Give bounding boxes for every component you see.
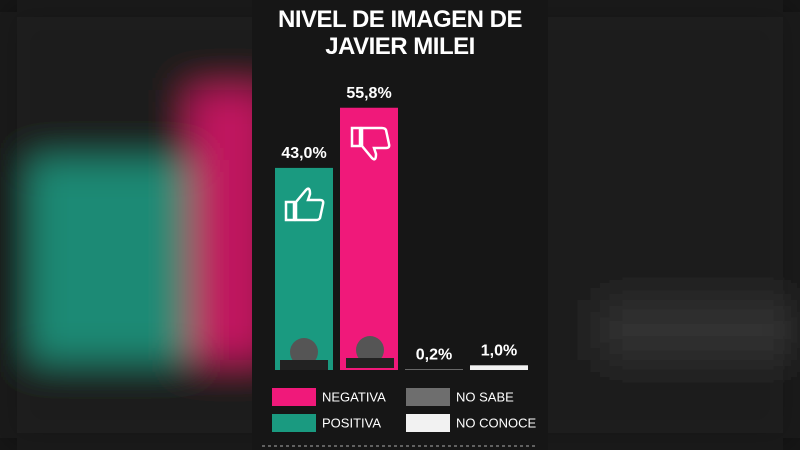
legend-label: POSITIVA: [322, 415, 381, 430]
value-label: 55,8%: [346, 85, 391, 102]
photo: [290, 338, 318, 366]
value-label: 0,2%: [416, 346, 452, 363]
legend-swatch: [272, 414, 316, 432]
thumb-icon: [350, 126, 391, 161]
thumb-icon: [284, 187, 325, 222]
value-label: 1,0%: [481, 343, 517, 360]
bar: [405, 369, 463, 370]
photo-body: [346, 358, 394, 368]
legend-label: NEGATIVA: [322, 389, 386, 404]
bar: [340, 107, 398, 371]
legend-swatch: [406, 388, 450, 406]
bar: [470, 365, 528, 370]
photo: [356, 336, 384, 364]
chart-title: NIVEL DE IMAGEN DE JAVIER MILEI: [278, 6, 522, 60]
legend-swatch: [406, 414, 450, 432]
value-label: 43,0%: [281, 145, 326, 162]
legend-label: NO CONOCE: [456, 415, 537, 430]
legend-swatch: [272, 388, 316, 406]
legend-label: NO SABE: [456, 389, 514, 404]
photo-body: [280, 360, 328, 370]
